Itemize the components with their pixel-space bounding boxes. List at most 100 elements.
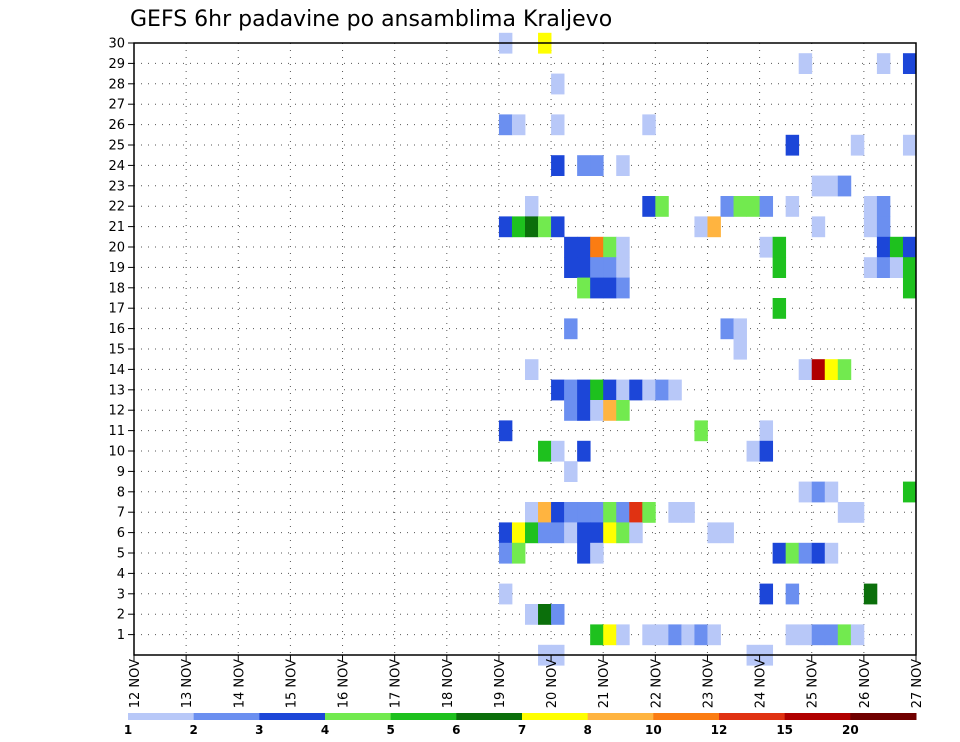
heatmap-cell bbox=[629, 502, 643, 523]
heatmap-cell bbox=[720, 196, 734, 217]
heatmap-cell bbox=[785, 196, 800, 217]
heatmap-cell bbox=[759, 236, 774, 258]
heatmap-cell bbox=[655, 379, 669, 401]
heatmap-cell bbox=[811, 542, 826, 564]
heatmap-cell bbox=[746, 440, 760, 462]
y-tick-label: 27 bbox=[108, 98, 125, 113]
x-tick-label: 19 NOV bbox=[493, 659, 508, 708]
x-tick-label: 26 NOV bbox=[858, 659, 873, 708]
heatmap-cell bbox=[590, 542, 604, 564]
heatmap-cell bbox=[863, 216, 878, 238]
heatmap-cell bbox=[525, 522, 539, 544]
heatmap-cell bbox=[902, 53, 917, 74]
heatmap-cell bbox=[759, 420, 774, 442]
heatmap-cell bbox=[720, 318, 734, 340]
heatmap-cell bbox=[772, 257, 787, 278]
heatmap-cell bbox=[590, 522, 604, 544]
heatmap-cell bbox=[616, 277, 630, 299]
x-tick-label: 12 NOV bbox=[128, 659, 143, 708]
heatmap-cell bbox=[811, 216, 826, 238]
heatmap-cell bbox=[616, 522, 630, 544]
heatmap-cell bbox=[785, 583, 800, 605]
heatmap-cell bbox=[798, 481, 813, 503]
x-tick-label: 21 NOV bbox=[597, 659, 612, 708]
heatmap-cell bbox=[564, 502, 578, 523]
colorbar-swatch bbox=[193, 713, 260, 720]
heatmap-cell bbox=[551, 522, 565, 544]
heatmap-cell bbox=[824, 624, 839, 646]
heatmap-cell bbox=[889, 257, 904, 278]
y-tick-label: 9 bbox=[117, 465, 125, 480]
heatmap-cell bbox=[668, 624, 682, 646]
heatmap-cell bbox=[902, 481, 917, 503]
y-tick-label: 21 bbox=[108, 220, 125, 235]
heatmap-cell bbox=[551, 379, 565, 401]
heatmap-cell bbox=[551, 216, 565, 238]
heatmap-cell bbox=[902, 257, 917, 278]
colorbar-legend: 1 2 3 4 5 6 7 8 10 12 15 20 bbox=[124, 713, 917, 737]
heatmap-cell bbox=[577, 502, 591, 523]
heatmap-cell bbox=[746, 196, 760, 217]
x-axis: 12 NOV 13 NOV 14 NOV 15 NOV 16 NOV 17 NOV 18 N… bbox=[128, 655, 925, 708]
heatmap-cell bbox=[824, 481, 839, 503]
y-tick-label: 5 bbox=[117, 547, 125, 562]
heatmap-cell bbox=[511, 522, 526, 544]
heatmap-cell bbox=[681, 502, 695, 523]
heatmap-cell bbox=[811, 481, 826, 503]
heatmap-cell bbox=[850, 134, 865, 156]
heatmap-cell bbox=[694, 624, 708, 646]
y-tick-label: 17 bbox=[108, 302, 125, 317]
heatmap-cell bbox=[590, 257, 604, 278]
heatmap-cell bbox=[590, 624, 604, 646]
heatmap-cell bbox=[707, 624, 721, 646]
heatmap-cell bbox=[616, 236, 630, 258]
heatmap-cell bbox=[498, 420, 513, 442]
y-tick-label: 18 bbox=[108, 281, 125, 296]
heatmap-cell bbox=[603, 522, 617, 544]
colorbar-label: 15 bbox=[776, 723, 793, 737]
y-tick-label: 7 bbox=[117, 506, 125, 521]
heatmap-cell bbox=[564, 257, 578, 278]
heatmap-cell bbox=[785, 134, 800, 156]
heatmap-cell bbox=[498, 583, 513, 605]
heatmap-cell bbox=[603, 236, 617, 258]
heatmap-cell bbox=[811, 624, 826, 646]
heatmap-cell bbox=[577, 400, 591, 421]
colorbar-label: 1 bbox=[124, 723, 132, 737]
heatmap-cell bbox=[603, 502, 617, 523]
x-tick-label: 23 NOV bbox=[701, 659, 716, 708]
heatmap-cell bbox=[642, 379, 656, 401]
heatmap-cell bbox=[511, 216, 526, 238]
heatmap-cell bbox=[785, 542, 800, 564]
heatmap-cell bbox=[655, 196, 669, 217]
y-tick-label: 4 bbox=[117, 567, 125, 582]
heatmap-cell bbox=[498, 114, 513, 136]
heatmap-cell bbox=[642, 502, 656, 523]
heatmap-cell bbox=[538, 522, 552, 544]
heatmap-cell bbox=[876, 216, 891, 238]
y-tick-label: 20 bbox=[108, 241, 125, 256]
heatmap-cell bbox=[733, 196, 747, 217]
y-tick-label: 22 bbox=[108, 200, 125, 215]
heatmap-cell bbox=[720, 522, 734, 544]
heatmap-cell bbox=[707, 216, 721, 238]
heatmap-cell bbox=[551, 155, 565, 176]
colorbar-swatch bbox=[390, 713, 457, 720]
heatmap-cell bbox=[824, 359, 839, 380]
x-tick-label: 20 NOV bbox=[545, 659, 560, 708]
x-tick-label: 14 NOV bbox=[232, 659, 247, 708]
heatmap-cell bbox=[564, 400, 578, 421]
heatmap-cell bbox=[564, 522, 578, 544]
heatmap-cell bbox=[642, 624, 656, 646]
heatmap-cell bbox=[538, 604, 552, 625]
colorbar-swatch bbox=[325, 713, 392, 720]
heatmap-cell bbox=[694, 420, 708, 442]
heatmap-cell bbox=[616, 155, 630, 176]
y-tick-label: 26 bbox=[108, 118, 125, 133]
heatmap-cell bbox=[798, 359, 813, 380]
heatmap-cell bbox=[616, 400, 630, 421]
heatmap-cell bbox=[616, 379, 630, 401]
heatmap-cell bbox=[837, 175, 852, 197]
heatmap-cell bbox=[590, 155, 604, 176]
